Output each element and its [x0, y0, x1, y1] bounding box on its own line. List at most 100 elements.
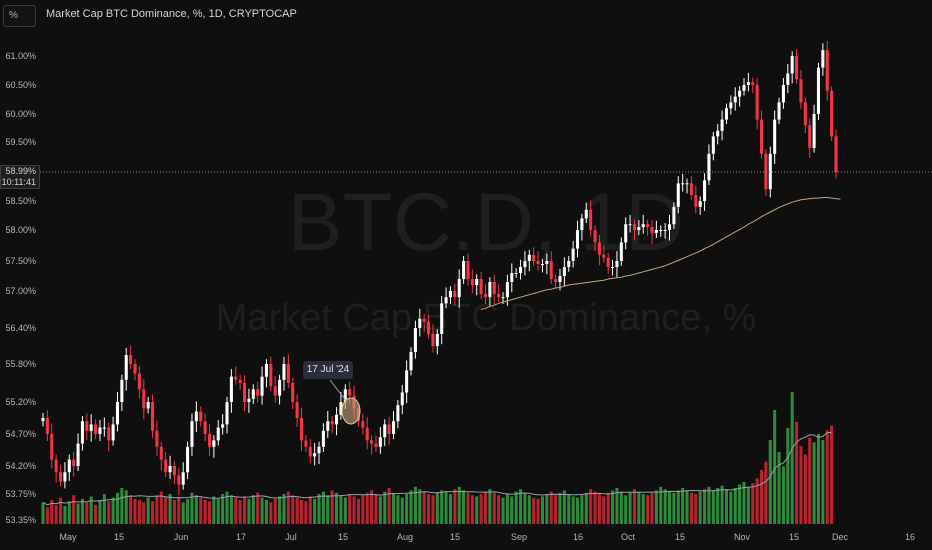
candle-body[interactable]: [720, 119, 724, 131]
candle-body[interactable]: [111, 424, 115, 441]
candle-body[interactable]: [164, 459, 168, 473]
candle-body[interactable]: [624, 224, 628, 243]
candle-body[interactable]: [50, 434, 54, 460]
candle-body[interactable]: [251, 389, 255, 399]
candle-body[interactable]: [554, 279, 558, 282]
candle-body[interactable]: [711, 136, 715, 154]
candle-body[interactable]: [606, 257, 610, 267]
candle-body[interactable]: [72, 459, 76, 466]
candle-body[interactable]: [295, 402, 299, 418]
candle-body[interactable]: [291, 383, 295, 402]
time-axis[interactable]: May 15 Jun 17 Jul 15 Aug 15 Sep 16 Oct 15 Nov 15 Dec 16: [59, 532, 915, 542]
candle-body[interactable]: [396, 405, 400, 422]
candle-body[interactable]: [212, 440, 216, 447]
candle-body[interactable]: [462, 261, 466, 279]
candle-body[interactable]: [348, 389, 352, 396]
candle-body[interactable]: [155, 430, 159, 447]
candle-body[interactable]: [549, 261, 553, 279]
candle-body[interactable]: [260, 376, 264, 396]
candle-body[interactable]: [470, 279, 474, 285]
candle-body[interactable]: [317, 446, 321, 454]
candle-body[interactable]: [168, 466, 172, 473]
candle-body[interactable]: [405, 370, 409, 393]
candle-body[interactable]: [808, 125, 812, 148]
candle-body[interactable]: [234, 376, 238, 380]
candle-body[interactable]: [536, 261, 540, 264]
candle-body[interactable]: [676, 183, 680, 207]
candle-body[interactable]: [142, 389, 146, 409]
candle-body[interactable]: [207, 434, 212, 447]
candle-body[interactable]: [41, 418, 45, 422]
symbol-search-button[interactable]: %: [3, 5, 36, 27]
candle-body[interactable]: [527, 254, 531, 261]
candle-body[interactable]: [475, 279, 479, 285]
candle-body[interactable]: [308, 446, 312, 457]
candle-body[interactable]: [619, 242, 623, 261]
candle-body[interactable]: [137, 373, 141, 390]
candle-body[interactable]: [764, 153, 768, 190]
candle-body[interactable]: [650, 227, 654, 234]
candle-body[interactable]: [89, 424, 93, 431]
candle-body[interactable]: [781, 85, 785, 103]
candle-body[interactable]: [98, 427, 102, 434]
candle-body[interactable]: [400, 392, 404, 406]
candle-body[interactable]: [378, 437, 382, 447]
candle-body[interactable]: [632, 224, 636, 230]
candle-body[interactable]: [374, 443, 378, 447]
candle-body[interactable]: [479, 279, 483, 295]
candle-body[interactable]: [694, 195, 698, 207]
candle-body[interactable]: [370, 440, 374, 444]
candle-body[interactable]: [172, 466, 176, 476]
candle-body[interactable]: [177, 475, 181, 485]
candle-body[interactable]: [387, 424, 391, 434]
candle-body[interactable]: [422, 318, 426, 322]
candle-body[interactable]: [654, 230, 658, 234]
candle-body[interactable]: [803, 102, 807, 126]
candle-body[interactable]: [755, 85, 759, 120]
candle-body[interactable]: [159, 446, 163, 460]
candle-body[interactable]: [321, 430, 325, 447]
candle-body[interactable]: [361, 421, 365, 428]
candle-body[interactable]: [685, 183, 689, 185]
candle-body[interactable]: [256, 389, 260, 396]
candle-body[interactable]: [786, 73, 790, 85]
candle-body[interactable]: [150, 402, 155, 431]
candle-body[interactable]: [580, 218, 584, 230]
candle-body[interactable]: [448, 291, 452, 298]
candle-body[interactable]: [444, 297, 448, 304]
candle-body[interactable]: [497, 294, 501, 298]
candle-body[interactable]: [488, 282, 492, 298]
candle-body[interactable]: [540, 264, 544, 265]
candle-body[interactable]: [777, 102, 781, 120]
candle-body[interactable]: [821, 50, 825, 68]
candle-body[interactable]: [615, 261, 619, 267]
candle-body[interactable]: [738, 90, 742, 97]
candle-body[interactable]: [282, 364, 286, 380]
candle-body[interactable]: [505, 282, 509, 298]
candle-body[interactable]: [742, 85, 746, 91]
candle-body[interactable]: [562, 267, 566, 276]
candle-body[interactable]: [816, 67, 821, 114]
candle-body[interactable]: [795, 56, 799, 80]
candle-body[interactable]: [269, 364, 273, 387]
candle-body[interactable]: [63, 472, 67, 482]
candle-body[interactable]: [186, 446, 190, 473]
candle-body[interactable]: [457, 279, 461, 298]
candle-body[interactable]: [646, 224, 650, 228]
candle-body[interactable]: [365, 427, 369, 441]
candle-body[interactable]: [799, 79, 803, 103]
candle-body[interactable]: [698, 201, 702, 207]
candle-body[interactable]: [85, 421, 89, 431]
candle-body[interactable]: [391, 421, 396, 434]
candle-body[interactable]: [567, 261, 571, 267]
candle-body[interactable]: [672, 206, 676, 225]
candle-body[interactable]: [759, 119, 764, 154]
candle-body[interactable]: [286, 364, 290, 383]
candle-body[interactable]: [681, 183, 685, 185]
candle-body[interactable]: [431, 334, 435, 346]
candle-body[interactable]: [729, 102, 733, 109]
candle-body[interactable]: [589, 209, 593, 230]
candle-body[interactable]: [724, 108, 729, 120]
candle-body[interactable]: [707, 153, 711, 181]
candle-body[interactable]: [435, 334, 439, 346]
